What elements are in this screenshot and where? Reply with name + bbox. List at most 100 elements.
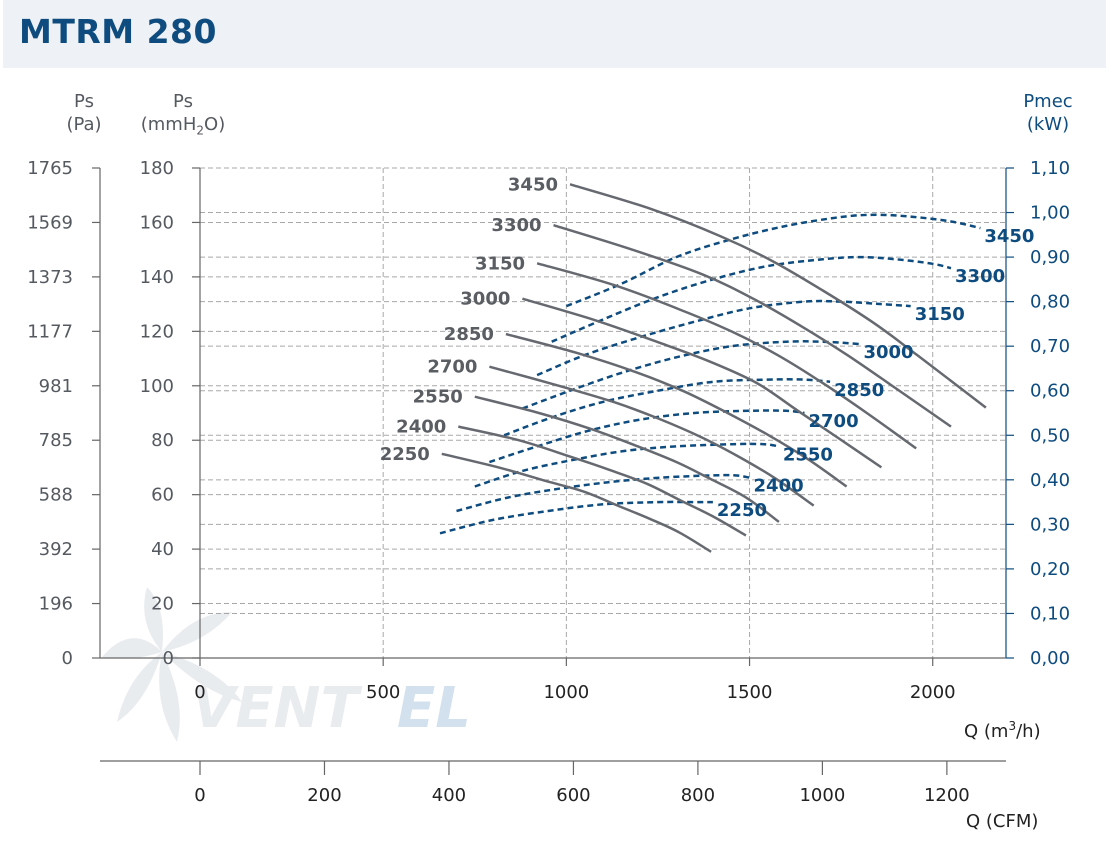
tick-label-pa: 392: [39, 539, 73, 560]
tick-label-mm: 0: [163, 648, 174, 669]
pressure-label-2700: 2700: [427, 357, 477, 378]
power-label-2550: 2550: [783, 444, 833, 465]
tick-labels: 0020196403926058880785100981120117714013…: [27, 158, 1070, 806]
tick-label-mm: 180: [140, 158, 174, 179]
pmec-title-line2: (kW): [1026, 114, 1070, 135]
ps-mm-subscript: 2: [196, 123, 205, 138]
tick-label-x: 1500: [727, 682, 773, 703]
tick-label-pa: 1765: [27, 158, 73, 179]
tick-label-cfm: 200: [307, 785, 341, 806]
ventel-watermark-logo: VENT EL: [102, 587, 471, 742]
tick-label-power: 0,30: [1030, 514, 1070, 535]
tick-label-mm: 120: [140, 321, 174, 342]
q-m3h-unit-b: /h): [1016, 721, 1041, 742]
ps-pa-axis-title: Ps (Pa): [55, 90, 113, 136]
pressure-curves: [441, 183, 987, 553]
power-label-3450: 3450: [984, 226, 1034, 247]
tick-label-cfm: 600: [556, 785, 590, 806]
power-curve-2400: [456, 473, 750, 513]
tick-label-power: 0,90: [1030, 247, 1070, 268]
pressure-curve-2550: [474, 395, 780, 523]
pressure-curve-2400: [458, 425, 747, 537]
tick-label-pa: 1569: [27, 212, 73, 233]
series-labels: 3450330031503000285027002550240022503450…: [380, 174, 1035, 521]
power-curve-2250: [439, 500, 713, 535]
pressure-curve-2250: [441, 452, 712, 553]
power-label-3300: 3300: [955, 266, 1005, 287]
tick-label-x: 500: [366, 682, 400, 703]
pressure-curve-3300: [553, 224, 952, 428]
tick-label-cfm: 0: [194, 785, 205, 806]
ps-mm-title-line1: Ps: [173, 91, 193, 112]
pressure-label-3450: 3450: [508, 174, 558, 195]
pressure-curve-2700: [489, 365, 815, 507]
q-cfm-axis-title: Q (CFM): [966, 811, 1039, 832]
tick-label-power: 0,20: [1030, 559, 1070, 580]
tick-label-mm: 80: [151, 430, 174, 451]
tick-label-cfm: 1000: [799, 785, 845, 806]
tick-label-power: 0,60: [1030, 381, 1070, 402]
power-label-3150: 3150: [915, 304, 965, 325]
tick-label-cfm: 400: [432, 785, 466, 806]
tick-label-power: 0,50: [1030, 425, 1070, 446]
axes: [92, 167, 1014, 775]
tick-label-pa: 588: [39, 485, 73, 506]
tick-label-cfm: 800: [681, 785, 715, 806]
ps-mm-unit-b: O): [204, 114, 226, 135]
tick-label-mm: 60: [151, 485, 174, 506]
tick-label-power: 1,10: [1030, 158, 1070, 179]
power-curve-3300: [551, 255, 952, 343]
ps-pa-title-line2: (Pa): [66, 114, 102, 135]
tick-label-power: 0,40: [1030, 470, 1070, 491]
title-bar: MTRM 280: [3, 0, 1106, 68]
grid: [200, 167, 1006, 658]
power-curve-2850: [503, 378, 831, 437]
svg-text:VENT: VENT: [192, 676, 362, 741]
q-m3h-axis-title: Q (m3/h): [964, 719, 1041, 742]
power-curve-2550: [474, 442, 780, 488]
ps-mm-title-line2: (mmH2O): [128, 113, 238, 143]
pressure-curve-2850: [505, 332, 848, 488]
power-label-2250: 2250: [717, 500, 767, 521]
q-m3h-unit-a: Q (m: [964, 721, 1009, 742]
ps-pa-title-line1: Ps: [74, 91, 94, 112]
tick-label-x: 1000: [543, 682, 589, 703]
tick-label-pa: 0: [62, 648, 73, 669]
pmec-axis-title: Pmec (kW): [1012, 90, 1084, 136]
tick-label-pa: 196: [39, 594, 73, 615]
tick-label-pa: 1177: [27, 321, 73, 342]
tick-label-mm: 160: [140, 212, 174, 233]
tick-label-pa: 785: [39, 430, 73, 451]
tick-label-power: 0,70: [1030, 336, 1070, 357]
tick-label-power: 0,10: [1030, 603, 1070, 624]
power-label-3000: 3000: [863, 342, 913, 363]
pressure-curve-3150: [536, 262, 917, 450]
tick-label-power: 0,00: [1030, 648, 1070, 669]
ps-mm-unit-a: (mmH: [140, 114, 197, 135]
tick-label-x: 2000: [910, 682, 956, 703]
tick-label-mm: 100: [140, 376, 174, 397]
q-m3h-superscript: 3: [1008, 719, 1017, 733]
power-curve-3150: [536, 299, 911, 377]
pressure-label-2550: 2550: [413, 387, 463, 408]
tick-label-cfm: 1200: [924, 785, 970, 806]
pressure-label-2850: 2850: [444, 324, 494, 345]
pressure-curve-3000: [522, 297, 883, 469]
tick-label-mm: 140: [140, 267, 174, 288]
tick-label-mm: 40: [151, 539, 174, 560]
tick-label-mm: 20: [151, 594, 174, 615]
tick-label-power: 1,00: [1030, 203, 1070, 224]
pressure-label-2400: 2400: [396, 417, 446, 438]
tick-label-pa: 1373: [27, 267, 73, 288]
pressure-label-3150: 3150: [475, 253, 525, 274]
power-label-2850: 2850: [834, 380, 884, 401]
power-label-2700: 2700: [809, 411, 859, 432]
pressure-label-3300: 3300: [491, 215, 541, 236]
pressure-label-2250: 2250: [380, 444, 430, 465]
power-curve-3450: [565, 213, 981, 308]
ps-mm-axis-title: Ps (mmH2O): [128, 90, 238, 143]
tick-label-power: 0,80: [1030, 292, 1070, 313]
pressure-label-3000: 3000: [460, 289, 510, 310]
power-curve-2700: [489, 409, 805, 464]
